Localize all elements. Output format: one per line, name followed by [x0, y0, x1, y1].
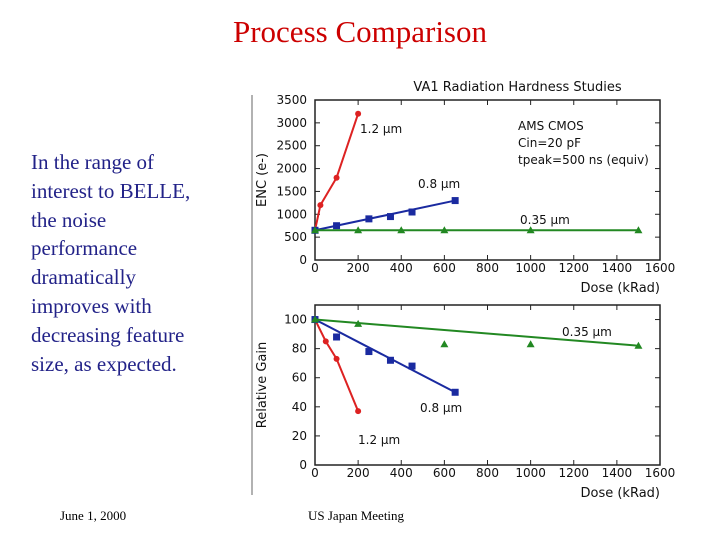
y-tick-label: 0	[299, 253, 307, 267]
annotation-line: AMS CMOS	[518, 119, 584, 133]
slide-title: Process Comparison	[232, 14, 487, 49]
data-point	[333, 174, 340, 181]
data-point	[322, 338, 329, 345]
series-label: 0.35 μm	[562, 325, 612, 339]
series-label: 0.8 μm	[418, 177, 460, 191]
data-point	[634, 226, 643, 234]
x-tick-label: 1400	[602, 261, 633, 275]
chart-title: VA1 Radiation Hardness Studies	[413, 80, 621, 95]
x-tick-label: 1600	[645, 261, 676, 275]
data-point	[397, 226, 406, 234]
series-label: 0.35 μm	[520, 213, 570, 227]
data-point	[311, 315, 319, 323]
body-line: dramatically	[31, 265, 136, 290]
series-line	[314, 113, 360, 231]
y-tick-label: 2000	[276, 162, 307, 176]
data-point	[317, 202, 324, 209]
y-tick-label: 2500	[276, 139, 307, 153]
data-point	[333, 355, 340, 362]
slide-body-text: In the range of interest to BELLE, the n…	[31, 148, 231, 378]
x-tick-label: 600	[433, 261, 456, 275]
x-tick-label: 400	[390, 466, 413, 480]
data-point	[526, 340, 535, 348]
relative-gain-plot: 0 200 400 600 800 1000 1200 1400 1600 0 20 40 60 80 10…	[255, 304, 676, 501]
footer-meeting: US Japan Meeting	[308, 508, 405, 523]
body-line: In the range of	[31, 150, 155, 174]
x-tick-label: 1000	[515, 261, 546, 275]
y-tick-label: 3000	[276, 116, 307, 130]
series-line	[314, 318, 639, 347]
body-line: decreasing feature	[31, 322, 185, 347]
y-axis-label: ENC (e-)	[255, 153, 270, 207]
series-label: 1.2 μm	[358, 433, 400, 447]
x-tick-label: 800	[476, 466, 499, 480]
data-point	[354, 319, 363, 327]
x-tick-label: 1600	[645, 466, 676, 480]
x-axis-label: Dose (kRad)	[580, 486, 660, 501]
y-tick-label: 40	[292, 400, 307, 414]
y-tick-label: 500	[284, 230, 307, 244]
body-line: the noise	[31, 207, 107, 232]
y-tick-label: 20	[292, 429, 307, 443]
data-point	[333, 222, 341, 230]
data-point	[526, 226, 535, 234]
data-point	[354, 226, 363, 234]
data-point	[634, 341, 643, 349]
y-tick-label: 1000	[276, 207, 307, 221]
x-tick-label: 0	[311, 466, 319, 480]
y-tick-label: 0	[299, 458, 307, 472]
x-tick-label: 1200	[558, 466, 589, 480]
data-point	[355, 408, 362, 415]
series-label: 1.2 μm	[360, 122, 402, 136]
y-tick-label: 100	[284, 313, 307, 327]
data-point	[311, 226, 319, 234]
x-tick-label: 200	[347, 261, 370, 275]
data-point	[365, 348, 373, 356]
y-tick-label: 1500	[276, 184, 307, 198]
x-tick-label: 200	[347, 466, 370, 480]
data-point	[333, 333, 341, 341]
x-tick-label: 1400	[602, 466, 633, 480]
x-tick-label: 400	[390, 261, 413, 275]
y-tick-label: 3500	[276, 93, 307, 107]
data-point	[440, 226, 449, 234]
enc-plot: 0 200 400 600 800 1000 1200 1400 1600 0 500 1000 150…	[255, 80, 675, 296]
data-point	[386, 213, 394, 221]
x-tick-label: 600	[433, 466, 456, 480]
body-line: size, as expected.	[31, 351, 177, 376]
data-point	[451, 388, 459, 396]
data-point	[408, 362, 416, 370]
y-axis-label: Relative Gain	[255, 342, 270, 428]
x-tick-label: 1200	[558, 261, 589, 275]
x-tick-label: 800	[476, 261, 499, 275]
data-point	[440, 340, 449, 348]
x-tick-label: 1000	[515, 466, 546, 480]
series-line	[314, 319, 360, 412]
body-line: performance	[31, 236, 138, 261]
body-line: interest to BELLE,	[31, 178, 191, 203]
body-line: improves with	[31, 293, 152, 318]
annotation-line: tpeak=500 ns (equiv)	[518, 153, 649, 167]
data-point	[408, 208, 416, 216]
footer-date: June 1, 2000	[60, 508, 127, 523]
series-line	[314, 318, 456, 394]
y-tick-label: 60	[292, 371, 307, 385]
x-axis-label: Dose (kRad)	[580, 281, 660, 296]
data-point	[451, 197, 459, 205]
x-tick-label: 0	[311, 261, 319, 275]
data-point	[386, 356, 394, 364]
data-point	[365, 215, 373, 223]
annotation-line: Cin=20 pF	[518, 136, 581, 150]
y-tick-label: 80	[292, 342, 307, 356]
series-label: 0.8 μm	[420, 401, 462, 415]
data-point	[355, 110, 362, 117]
